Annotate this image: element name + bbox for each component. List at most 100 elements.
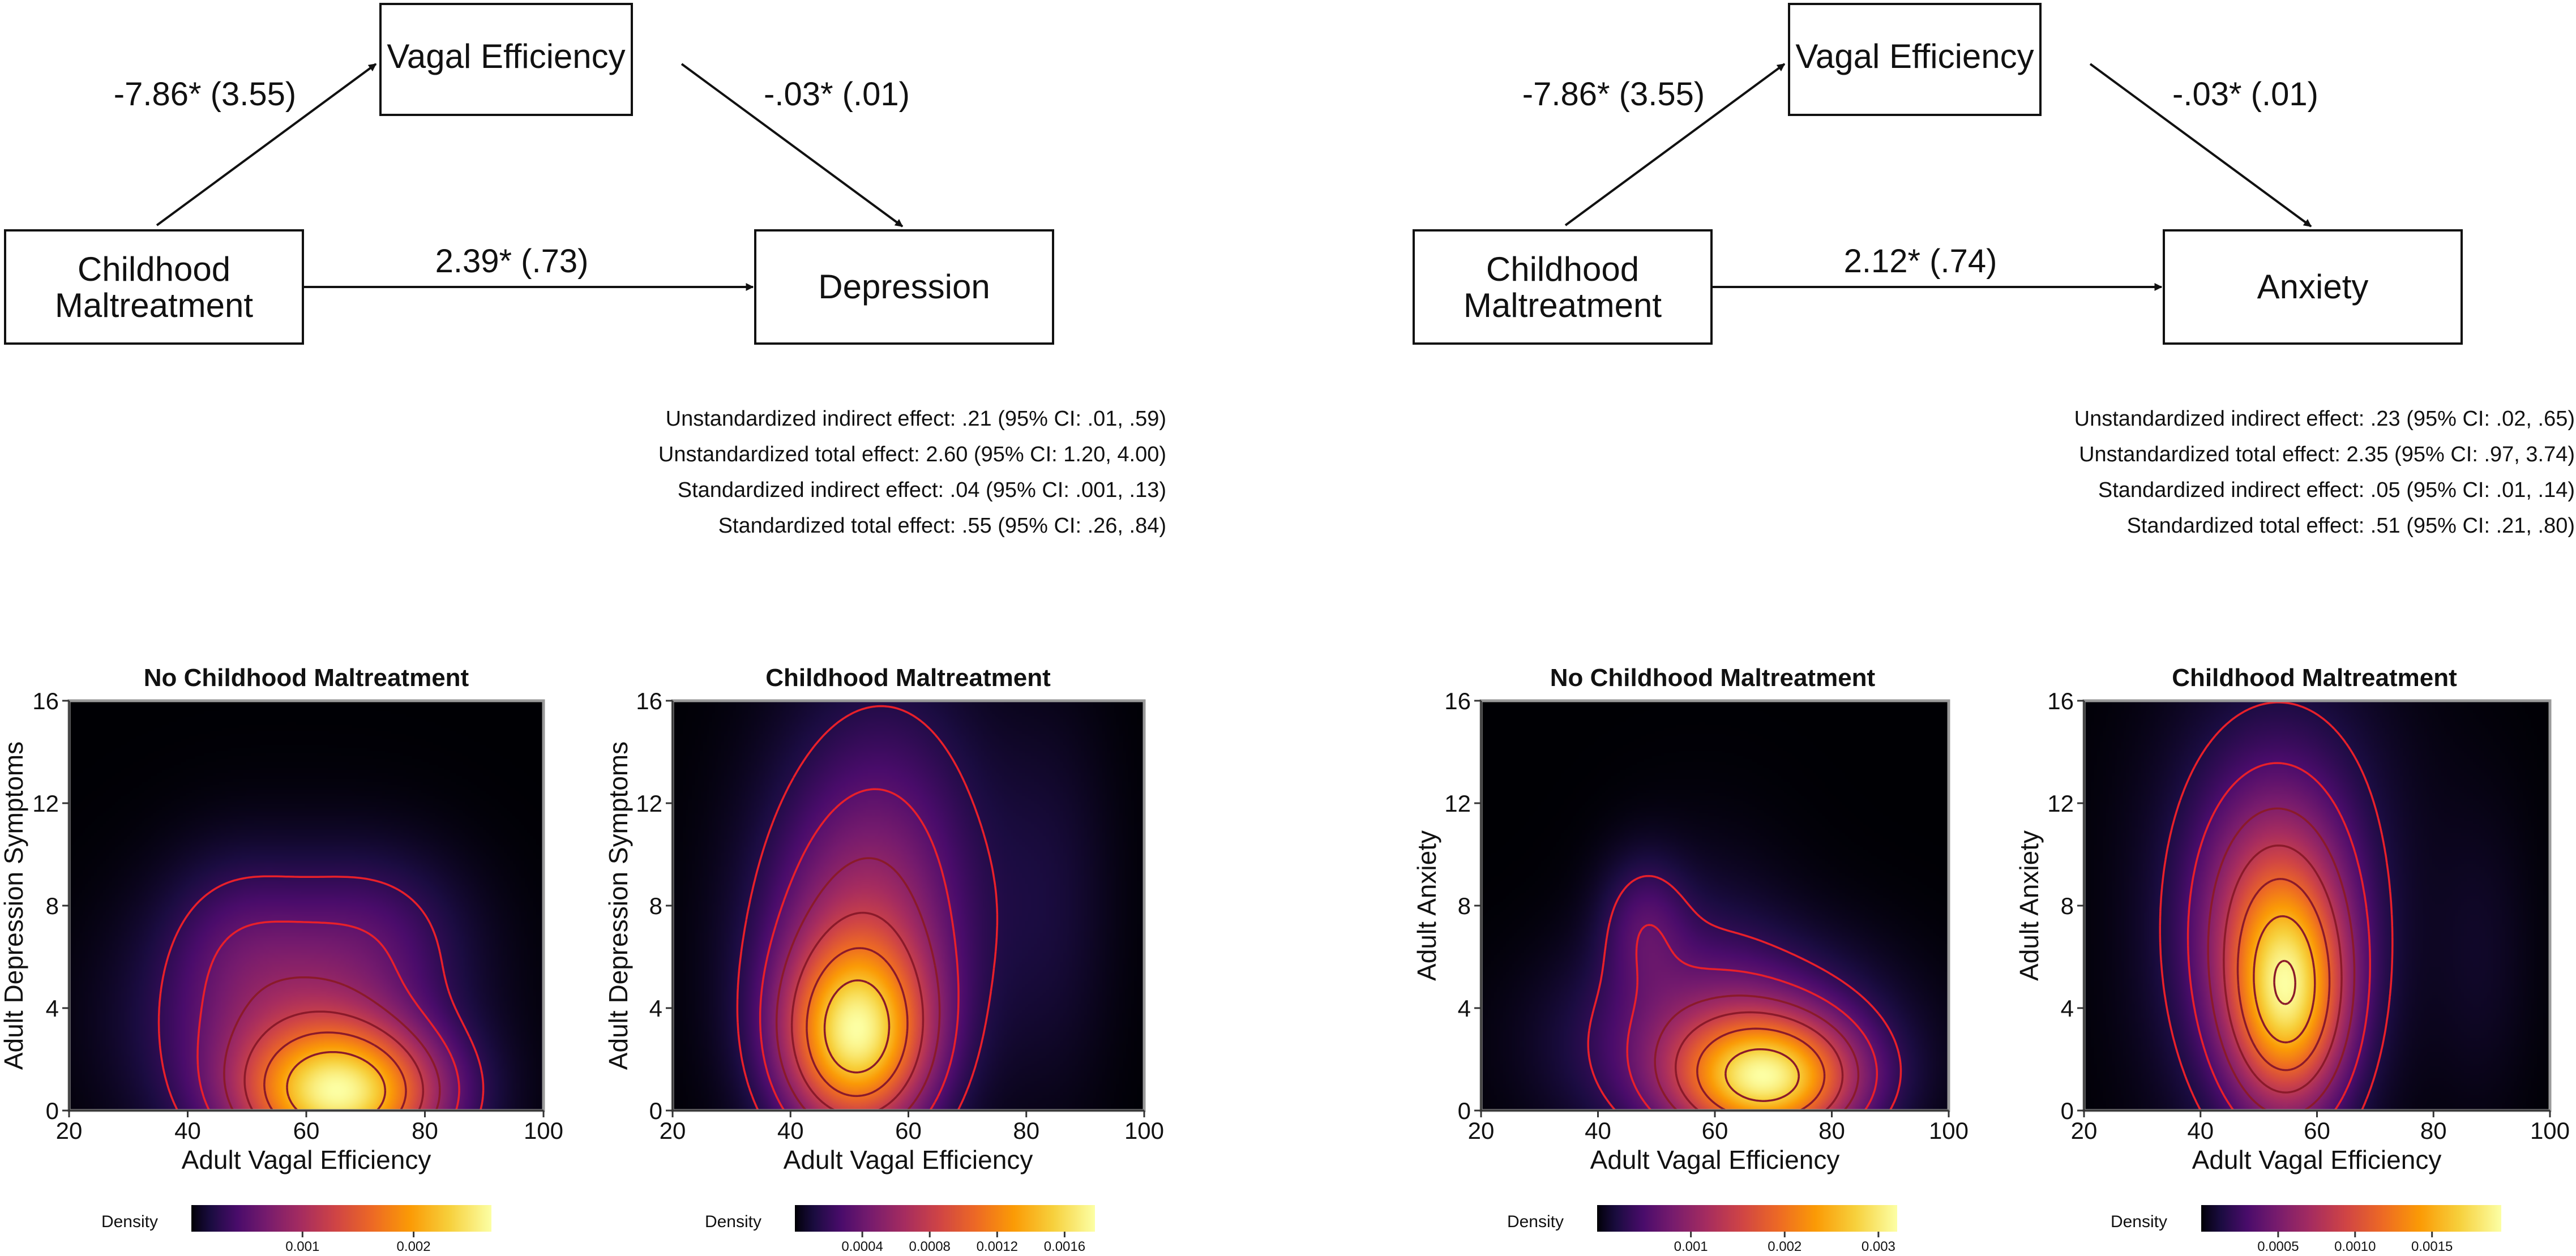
predictor-label-line1: Childhood	[1486, 250, 1639, 288]
effect-line-1: Unstandardized indirect effect: .21 (95%…	[666, 407, 1166, 431]
y-tick-label: 4	[649, 995, 662, 1022]
colorbar-tick-label: 0.0004	[841, 1239, 883, 1254]
colorbar-tick-label: 0.0008	[909, 1239, 950, 1254]
density-heatmap	[69, 701, 544, 1111]
colorbar-title: Density	[705, 1212, 761, 1231]
density-panel-4: Childhood Maltreatment 20 40 60 80 100 0…	[2014, 664, 2570, 1254]
x-axis-label: Adult Vagal Efficiency	[182, 1145, 431, 1174]
mediator-label: Vagal Efficiency	[387, 37, 625, 75]
mediator-box	[379, 3, 633, 116]
density-contour-line	[157, 875, 485, 1111]
x-tick-label: 40	[174, 1117, 201, 1144]
y-tick-label: 12	[1444, 790, 1471, 817]
density-contour-line	[1626, 924, 1878, 1112]
density-panel-1: No Childhood Maltreatment 20 40 60 80 10…	[0, 664, 563, 1254]
predictor-box	[1413, 229, 1713, 345]
x-tick-label: 80	[2420, 1117, 2447, 1144]
colorbar-tick-label: 0.002	[1768, 1239, 1802, 1254]
x-tick-label: 60	[1702, 1117, 1728, 1144]
y-tick-label: 8	[649, 893, 662, 919]
path-b-coefficient: -.03* (.01)	[764, 76, 910, 113]
density-contour-line	[2186, 762, 2371, 1112]
density-contours	[2159, 701, 2394, 1112]
outcome-box	[2163, 229, 2463, 345]
y-axis-label: Adult Depression Symptoms	[604, 741, 633, 1070]
x-tick-label: 40	[2187, 1117, 2214, 1144]
y-tick-label: 0	[46, 1098, 59, 1124]
density-contour-line	[263, 1031, 407, 1111]
density-contour-line	[223, 976, 441, 1111]
effect-line-2: Unstandardized total effect: 2.60 (95% C…	[658, 443, 1166, 466]
x-tick-label: 60	[2304, 1117, 2330, 1144]
colorbar-tick-label: 0.0010	[2334, 1239, 2376, 1254]
x-tick-label: 20	[660, 1117, 686, 1144]
density-contour-line	[823, 979, 891, 1074]
predictor-label-line2: Maltreatment	[1464, 286, 1662, 324]
density-heatmap	[2084, 701, 2550, 1111]
path-a-coefficient: -7.86* (3.55)	[114, 76, 296, 113]
x-tick-label: 20	[56, 1117, 83, 1144]
x-tick-label: 100	[2530, 1117, 2570, 1144]
y-tick-label: 16	[32, 688, 59, 714]
y-tick-label: 12	[32, 790, 59, 817]
x-tick-label: 20	[1468, 1117, 1495, 1144]
x-tick-label: 80	[1818, 1117, 1845, 1144]
density-contour-line	[2207, 807, 2356, 1112]
x-tick-label: 20	[2071, 1117, 2098, 1144]
colorbar-tick-label: 0.003	[1862, 1239, 1895, 1254]
density-contour-line	[736, 705, 999, 1111]
path-c-coefficient: 2.12* (.74)	[1844, 243, 1997, 280]
outcome-box	[754, 229, 1054, 345]
mediation-diagram-depression: Vagal Efficiency Childhood Maltreatment …	[4, 3, 1166, 538]
density-contour-line	[759, 788, 960, 1111]
effect-line-1: Unstandardized indirect effect: .23 (95%…	[2074, 407, 2575, 431]
colorbar-tick-label: 0.0015	[2411, 1239, 2453, 1254]
predictor-label-line2: Maltreatment	[55, 286, 253, 324]
panel-title: Childhood Maltreatment	[765, 664, 1051, 692]
density-panel-2: Childhood Maltreatment 20 40 60 80 100 0…	[604, 664, 1164, 1254]
density-contour-line	[1725, 1048, 1800, 1102]
density-contours	[1587, 875, 1902, 1112]
panel-title: No Childhood Maltreatment	[1550, 664, 1876, 692]
density-contour-line	[806, 947, 909, 1098]
y-tick-label: 8	[1458, 893, 1471, 919]
x-tick-label: 60	[895, 1117, 922, 1144]
path-a-arrow	[1564, 63, 1786, 226]
density-contour-line	[2236, 878, 2331, 1071]
x-tick-label: 60	[293, 1117, 320, 1144]
density-contour-line	[286, 1051, 387, 1112]
density-contour-line	[790, 911, 925, 1112]
x-tick-label: 100	[1929, 1117, 1969, 1144]
density-contour-line	[775, 857, 941, 1112]
y-tick-label: 8	[2061, 893, 2074, 919]
density-contour-line	[196, 920, 460, 1111]
colorbar-gradient	[2201, 1205, 2501, 1232]
colorbar-tick-label: 0.0005	[2257, 1239, 2299, 1254]
outcome-label: Depression	[818, 268, 990, 306]
effect-line-2: Unstandardized total effect: 2.35 (95% C…	[2079, 443, 2575, 466]
colorbar-tick-label: 0.002	[397, 1239, 431, 1254]
density-contour-line	[1654, 994, 1860, 1112]
y-tick-label: 16	[2047, 688, 2074, 714]
panel-title: Childhood Maltreatment	[2172, 664, 2457, 692]
x-axis-label: Adult Vagal Efficiency	[1590, 1145, 1840, 1174]
density-contour-line	[243, 1010, 425, 1111]
x-axis-label: Adult Vagal Efficiency	[2192, 1145, 2442, 1174]
path-b-arrow	[681, 63, 904, 228]
x-tick-label: 40	[777, 1117, 804, 1144]
colorbar-title: Density	[1507, 1212, 1564, 1231]
y-tick-label: 0	[2061, 1098, 2074, 1124]
effect-line-3: Standardized indirect effect: .05 (95% C…	[2098, 478, 2575, 502]
y-tick-label: 12	[636, 790, 662, 817]
x-tick-label: 80	[1013, 1117, 1039, 1144]
predictor-label-line1: Childhood	[78, 250, 230, 288]
y-tick-label: 0	[649, 1098, 662, 1124]
density-contours	[736, 705, 999, 1112]
x-axis-label: Adult Vagal Efficiency	[784, 1145, 1033, 1174]
y-tick-label: 4	[2061, 995, 2074, 1022]
colorbar-tick-label: 0.0016	[1044, 1239, 1085, 1254]
density-heatmap	[673, 701, 1144, 1111]
colorbar-gradient	[795, 1205, 1095, 1232]
path-b-arrow	[2089, 63, 2312, 228]
effect-line-3: Standardized indirect effect: .04 (95% C…	[678, 478, 1166, 502]
